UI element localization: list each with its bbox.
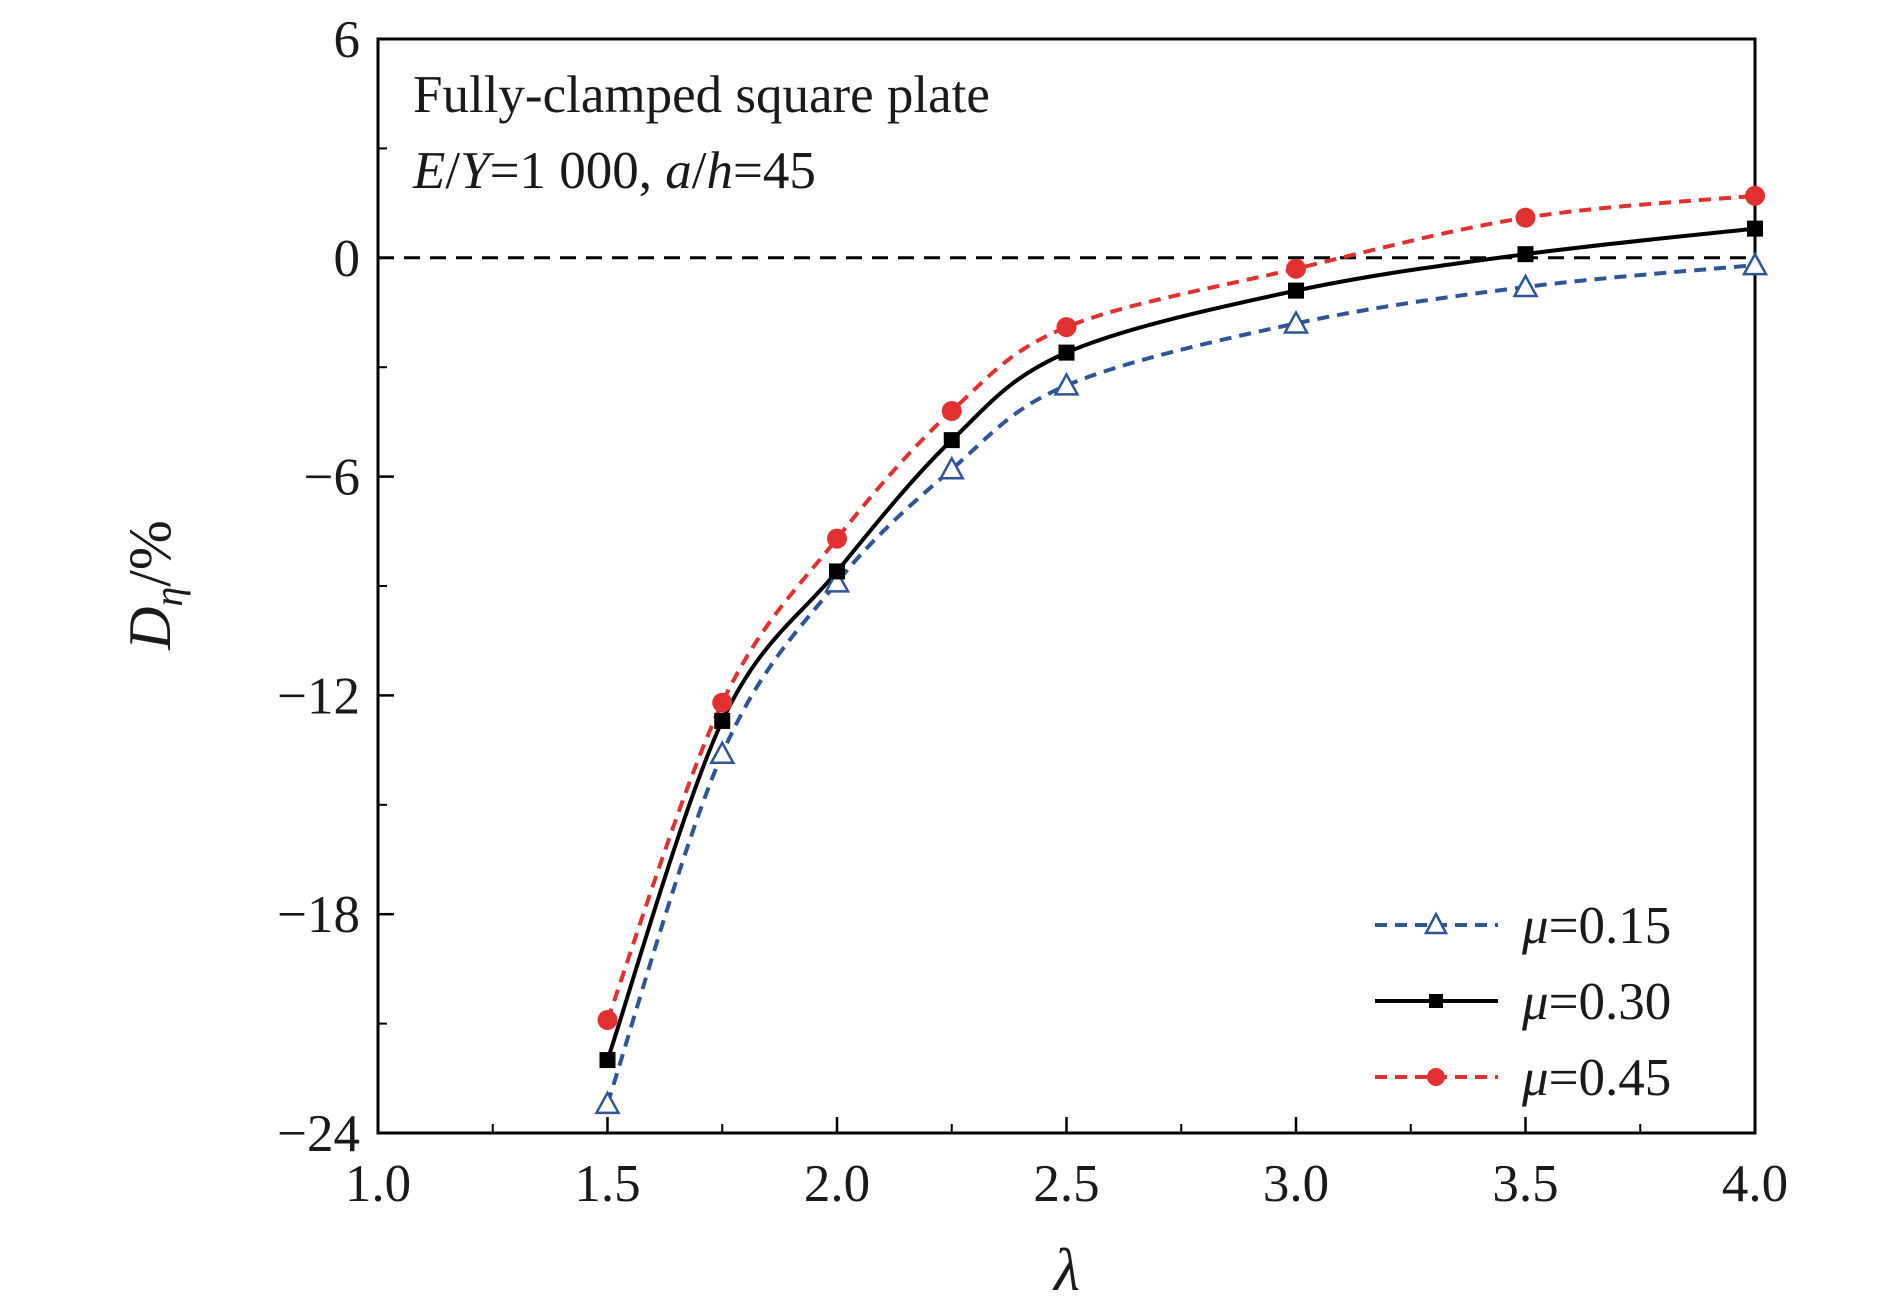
annotation-part: =45	[733, 142, 816, 200]
legend-marker-triangle	[1423, 911, 1449, 935]
annotation-part: /	[692, 142, 707, 200]
legend: μ=0.15 μ=0.30 μ=0.45	[1375, 897, 1671, 1107]
data-point-series-0	[1512, 273, 1539, 298]
data-point-series-1	[714, 712, 731, 729]
legend-label-value: =0.15	[1549, 897, 1672, 955]
legend-label-mu-030: μ=0.30	[1521, 973, 1671, 1031]
legend-label-mu-015: μ=0.15	[1521, 897, 1671, 955]
legend-label-value: =0.30	[1549, 973, 1672, 1031]
y-tick-label: −18	[277, 886, 360, 944]
data-point-series-2	[597, 1009, 618, 1030]
x-tick-label: 4.0	[1722, 1155, 1788, 1213]
legend-label-mu-045: μ=0.45	[1521, 1049, 1671, 1107]
y-axis-title: Dη/%	[117, 520, 191, 651]
data-point-series-1	[1288, 282, 1304, 299]
y-tick-label: −12	[277, 667, 360, 725]
data-point-series-1	[1747, 220, 1763, 237]
legend-entry-mu-030: μ=0.30	[1375, 973, 1671, 1031]
data-point-series-2	[1515, 207, 1536, 228]
legend-label-symbol: μ	[1521, 1049, 1549, 1107]
y-axis-title-sub: η	[146, 587, 191, 607]
data-point-series-2	[1286, 258, 1306, 279]
annotation-part: Y	[460, 142, 495, 200]
annotation-part: E	[412, 142, 445, 200]
data-point-series-2	[1056, 317, 1077, 338]
data-point-series-0	[1741, 251, 1769, 276]
data-point-series-2	[1745, 185, 1765, 206]
legend-label-symbol: μ	[1521, 973, 1549, 1031]
legend-entry-mu-015: μ=0.15	[1375, 897, 1671, 955]
data-point-series-0	[823, 568, 851, 593]
legend-label-symbol: μ	[1521, 897, 1549, 955]
annotation: Fully-clamped square plate E/Y=1 000, a/…	[412, 66, 990, 200]
data-point-series-1	[599, 1052, 616, 1069]
x-tick-label: 2.5	[1033, 1155, 1099, 1213]
annotation-part: a	[665, 142, 692, 200]
legend-marker-circle	[1427, 1068, 1445, 1086]
x-tick-label: 2.0	[804, 1155, 870, 1213]
data-point-series-2	[827, 528, 847, 549]
x-axis-title: λ	[1052, 1237, 1080, 1303]
data-point-series-1	[829, 563, 845, 580]
data-point-series-0	[709, 740, 736, 764]
data-point-series-0	[938, 455, 965, 480]
plot-area: 1.0 1.5 2.0 2.5 3.0 3.5 4.0 6 0 −6 −12 −18 −24	[277, 11, 1788, 1213]
y-tick-label: −6	[304, 449, 360, 507]
data-point-series-1	[1058, 344, 1075, 361]
data-point-series-0	[1282, 309, 1310, 334]
data-point-series-0	[1053, 371, 1080, 396]
annotation-line-2: E/Y=1 000, a/h=45	[412, 142, 816, 200]
annotation-line-1: Fully-clamped square plate	[413, 66, 990, 124]
series-line-2	[605, 193, 1756, 1021]
x-tick-label: 3.0	[1263, 1155, 1329, 1213]
x-tick-label: 1.5	[574, 1155, 640, 1213]
legend-entry-mu-045: μ=0.45	[1375, 1049, 1671, 1107]
data-point-series-0	[594, 1090, 621, 1115]
y-axis-title-d: D	[117, 607, 183, 651]
data-point-series-2	[941, 400, 962, 421]
x-tick-label: 1.0	[345, 1155, 411, 1213]
legend-marker-square	[1429, 994, 1443, 1008]
data-point-series-2	[712, 692, 733, 713]
y-tick-label: 6	[334, 11, 361, 69]
annotation-part: /	[445, 142, 460, 200]
data-point-series-1	[943, 432, 960, 449]
annotation-part: h	[706, 142, 733, 200]
x-tick-label: 3.5	[1492, 1155, 1558, 1213]
legend-label-value: =0.45	[1549, 1049, 1672, 1107]
annotation-part: =1 000,	[490, 142, 666, 200]
y-tick-label: 0	[334, 230, 361, 288]
data-point-series-1	[1517, 246, 1534, 263]
y-axis-title-unit: /%	[117, 520, 183, 587]
y-tick-label: −24	[277, 1105, 360, 1163]
